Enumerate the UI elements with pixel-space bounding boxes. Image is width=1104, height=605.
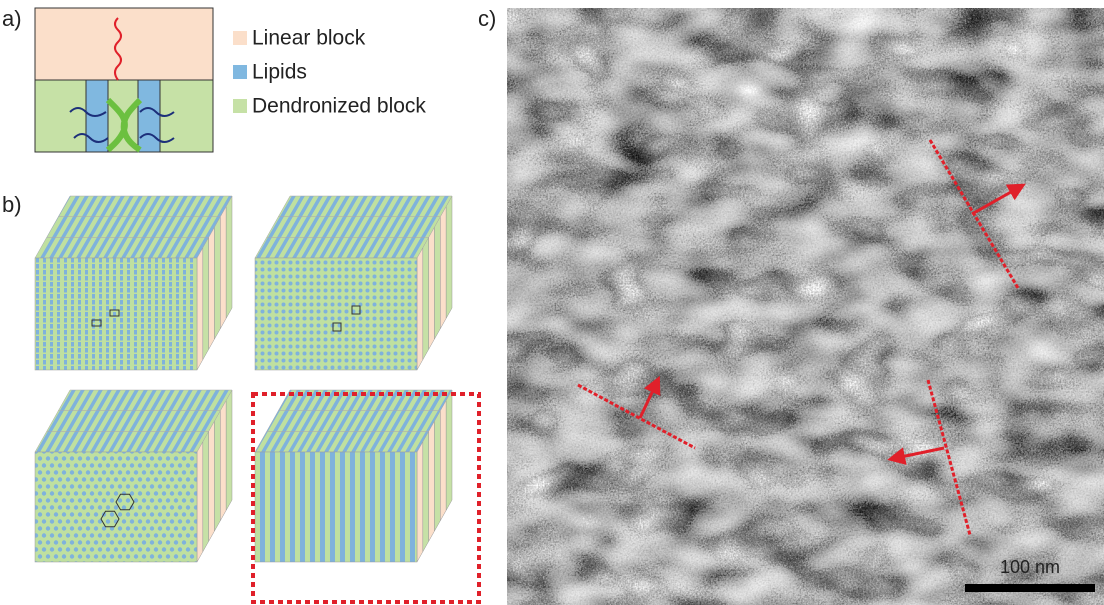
cube-front [35,258,197,370]
legend-text: Linear block [252,27,366,50]
scale-bar [965,584,1095,592]
cube-top [255,237,429,258]
legend-swatch [233,31,247,45]
lipid [138,80,160,152]
cube-front [255,258,417,370]
legend-text: Dendronized block [252,95,426,118]
page: a) Linear block Lipids Dendronized block… [0,0,1104,605]
cube-side [209,227,215,349]
cube-top [35,431,209,452]
cube-side [440,400,446,520]
cube-side [197,442,203,562]
cube-side [429,227,435,349]
cube-side [423,237,429,359]
figure: a) Linear block Lipids Dendronized block… [0,0,1104,605]
cube-side [203,431,209,551]
cube-top [267,411,441,432]
cube-front [255,452,417,562]
cube-top [255,431,429,452]
legend-swatch [233,65,247,79]
cube-side [215,217,221,339]
cube-side [446,196,452,318]
cube-side [423,431,429,551]
cube-side [435,217,441,339]
legend-text: Lipids [252,61,307,84]
cube-side [429,421,435,541]
linear-block [35,8,213,80]
cube-side [209,421,215,541]
cube-side [440,206,446,328]
panel-label: b) [2,192,22,217]
tem-image [507,8,1104,605]
legend-swatch [233,99,247,113]
cube-side [197,248,203,370]
cube-top [47,411,221,432]
cube-top [58,390,232,411]
cube-side [226,196,232,318]
cube-side [417,442,423,562]
cube-top [267,217,441,238]
cube-side [220,400,226,520]
cube-side [220,206,226,328]
panel-label: c) [478,6,496,31]
cube-side [446,390,452,510]
cube-front [35,452,197,562]
panel-label: a) [2,6,22,31]
cube-side [226,390,232,510]
cube-side [435,411,441,531]
cube-top [278,196,452,217]
scale-bar-label: 100 nm [1000,557,1060,577]
cube-top [47,217,221,238]
cube-top [35,237,209,258]
cubes [35,196,452,562]
cube-side [203,237,209,359]
cube-top [58,196,232,217]
cube-side [417,248,423,370]
cube-side [215,411,221,531]
